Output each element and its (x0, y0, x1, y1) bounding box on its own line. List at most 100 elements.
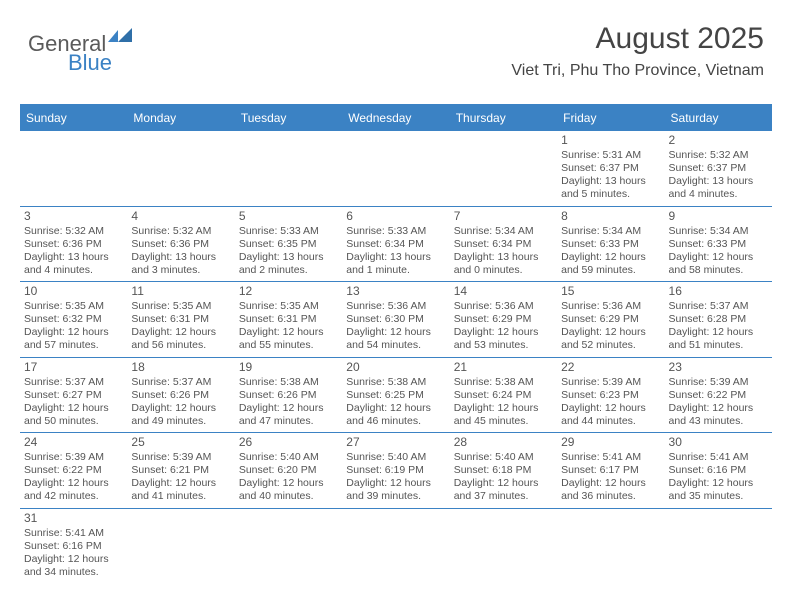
daylight-text-1: Daylight: 12 hours (561, 251, 660, 264)
calendar-day: 12Sunrise: 5:35 AMSunset: 6:31 PMDayligh… (235, 282, 342, 357)
calendar-day: 19Sunrise: 5:38 AMSunset: 6:26 PMDayligh… (235, 358, 342, 433)
daylight-text-2: and 54 minutes. (346, 339, 445, 352)
calendar-day: 24Sunrise: 5:39 AMSunset: 6:22 PMDayligh… (20, 433, 127, 508)
calendar-day: 28Sunrise: 5:40 AMSunset: 6:18 PMDayligh… (450, 433, 557, 508)
day-number: 11 (131, 284, 230, 299)
day-number: 9 (669, 209, 768, 224)
daylight-text-2: and 47 minutes. (239, 415, 338, 428)
day-number: 18 (131, 360, 230, 375)
sunset-text: Sunset: 6:36 PM (24, 238, 123, 251)
calendar-day: 1Sunrise: 5:31 AMSunset: 6:37 PMDaylight… (557, 131, 664, 206)
day-number: 22 (561, 360, 660, 375)
day-number: 14 (454, 284, 553, 299)
sunrise-text: Sunrise: 5:40 AM (454, 451, 553, 464)
calendar-day-empty (557, 509, 664, 584)
sunrise-text: Sunrise: 5:32 AM (24, 225, 123, 238)
daylight-text-2: and 3 minutes. (131, 264, 230, 277)
daylight-text-1: Daylight: 12 hours (24, 477, 123, 490)
sunrise-text: Sunrise: 5:33 AM (239, 225, 338, 238)
daylight-text-2: and 46 minutes. (346, 415, 445, 428)
calendar-day-empty (450, 131, 557, 206)
sunrise-text: Sunrise: 5:39 AM (669, 376, 768, 389)
sunset-text: Sunset: 6:37 PM (561, 162, 660, 175)
daylight-text-1: Daylight: 12 hours (454, 326, 553, 339)
daylight-text-1: Daylight: 13 hours (561, 175, 660, 188)
sunset-text: Sunset: 6:32 PM (24, 313, 123, 326)
day-number: 19 (239, 360, 338, 375)
sunset-text: Sunset: 6:16 PM (669, 464, 768, 477)
daylight-text-2: and 45 minutes. (454, 415, 553, 428)
calendar-day: 25Sunrise: 5:39 AMSunset: 6:21 PMDayligh… (127, 433, 234, 508)
daylight-text-2: and 36 minutes. (561, 490, 660, 503)
day-number: 1 (561, 133, 660, 148)
daylight-text-1: Daylight: 13 hours (454, 251, 553, 264)
calendar-day: 9Sunrise: 5:34 AMSunset: 6:33 PMDaylight… (665, 207, 772, 282)
calendar-day-empty (342, 131, 449, 206)
daylight-text-1: Daylight: 12 hours (346, 402, 445, 415)
location: Viet Tri, Phu Tho Province, Vietnam (511, 62, 764, 80)
dow-saturday: Saturday (665, 106, 772, 131)
sunset-text: Sunset: 6:36 PM (131, 238, 230, 251)
daylight-text-1: Daylight: 12 hours (454, 402, 553, 415)
sunset-text: Sunset: 6:24 PM (454, 389, 553, 402)
daylight-text-1: Daylight: 13 hours (131, 251, 230, 264)
calendar-day: 31Sunrise: 5:41 AMSunset: 6:16 PMDayligh… (20, 509, 127, 584)
calendar-day: 11Sunrise: 5:35 AMSunset: 6:31 PMDayligh… (127, 282, 234, 357)
sunset-text: Sunset: 6:25 PM (346, 389, 445, 402)
day-number: 17 (24, 360, 123, 375)
dow-monday: Monday (127, 106, 234, 131)
calendar-day: 6Sunrise: 5:33 AMSunset: 6:34 PMDaylight… (342, 207, 449, 282)
calendar-day: 7Sunrise: 5:34 AMSunset: 6:34 PMDaylight… (450, 207, 557, 282)
sunset-text: Sunset: 6:18 PM (454, 464, 553, 477)
daylight-text-1: Daylight: 12 hours (24, 402, 123, 415)
weeks-container: 1Sunrise: 5:31 AMSunset: 6:37 PMDaylight… (20, 131, 772, 583)
sunrise-text: Sunrise: 5:34 AM (669, 225, 768, 238)
calendar-day: 2Sunrise: 5:32 AMSunset: 6:37 PMDaylight… (665, 131, 772, 206)
sunset-text: Sunset: 6:28 PM (669, 313, 768, 326)
sunset-text: Sunset: 6:22 PM (24, 464, 123, 477)
sunset-text: Sunset: 6:26 PM (239, 389, 338, 402)
daylight-text-2: and 50 minutes. (24, 415, 123, 428)
calendar-day-empty (665, 509, 772, 584)
calendar-day: 8Sunrise: 5:34 AMSunset: 6:33 PMDaylight… (557, 207, 664, 282)
calendar-day-empty (20, 131, 127, 206)
sunrise-text: Sunrise: 5:40 AM (346, 451, 445, 464)
sunset-text: Sunset: 6:27 PM (24, 389, 123, 402)
day-number: 24 (24, 435, 123, 450)
day-number: 13 (346, 284, 445, 299)
daylight-text-1: Daylight: 12 hours (561, 402, 660, 415)
calendar-day: 13Sunrise: 5:36 AMSunset: 6:30 PMDayligh… (342, 282, 449, 357)
sunrise-text: Sunrise: 5:36 AM (561, 300, 660, 313)
day-number: 4 (131, 209, 230, 224)
daylight-text-2: and 2 minutes. (239, 264, 338, 277)
calendar-day-empty (127, 509, 234, 584)
calendar: Sunday Monday Tuesday Wednesday Thursday… (20, 104, 772, 583)
sunrise-text: Sunrise: 5:36 AM (346, 300, 445, 313)
daylight-text-2: and 5 minutes. (561, 188, 660, 201)
day-number: 31 (24, 511, 123, 526)
day-number: 25 (131, 435, 230, 450)
sunset-text: Sunset: 6:16 PM (24, 540, 123, 553)
daylight-text-2: and 35 minutes. (669, 490, 768, 503)
daylight-text-2: and 40 minutes. (239, 490, 338, 503)
calendar-day: 16Sunrise: 5:37 AMSunset: 6:28 PMDayligh… (665, 282, 772, 357)
daylight-text-1: Daylight: 13 hours (239, 251, 338, 264)
sunset-text: Sunset: 6:30 PM (346, 313, 445, 326)
daylight-text-1: Daylight: 12 hours (669, 326, 768, 339)
sunrise-text: Sunrise: 5:32 AM (669, 149, 768, 162)
daylight-text-2: and 37 minutes. (454, 490, 553, 503)
calendar-week: 10Sunrise: 5:35 AMSunset: 6:32 PMDayligh… (20, 282, 772, 358)
daylight-text-2: and 1 minute. (346, 264, 445, 277)
calendar-day: 5Sunrise: 5:33 AMSunset: 6:35 PMDaylight… (235, 207, 342, 282)
calendar-day: 26Sunrise: 5:40 AMSunset: 6:20 PMDayligh… (235, 433, 342, 508)
day-number: 21 (454, 360, 553, 375)
daylight-text-2: and 49 minutes. (131, 415, 230, 428)
month-title: August 2025 (511, 22, 764, 56)
daylight-text-1: Daylight: 12 hours (131, 402, 230, 415)
calendar-day-empty (342, 509, 449, 584)
daylight-text-1: Daylight: 12 hours (669, 402, 768, 415)
daylight-text-1: Daylight: 12 hours (239, 326, 338, 339)
daylight-text-1: Daylight: 12 hours (561, 477, 660, 490)
sunrise-text: Sunrise: 5:39 AM (561, 376, 660, 389)
calendar-day: 30Sunrise: 5:41 AMSunset: 6:16 PMDayligh… (665, 433, 772, 508)
